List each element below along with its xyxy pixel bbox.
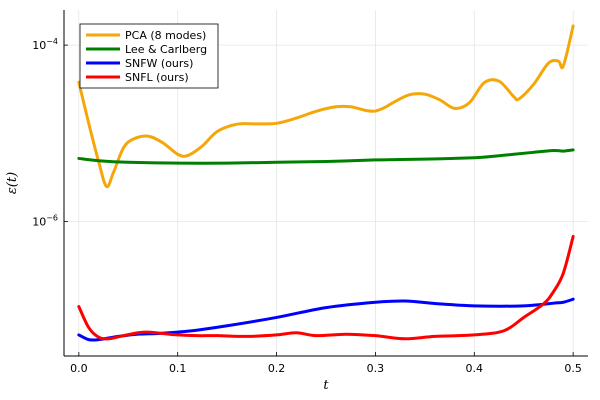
x-axis-label: t [323, 378, 329, 393]
series-lines [77, 24, 575, 342]
tick-labels: 0.0 0.1 0.2 0.3 0.4 0.5 10−6 10−4 [32, 37, 582, 375]
legend-label-lee-carlberg: Lee & Carlberg [125, 43, 207, 56]
x-tick-label: 0.2 [268, 362, 286, 375]
x-tick-label: 0.0 [70, 362, 88, 375]
y-tick-label: 10−6 [32, 214, 58, 229]
y-axis-label: ε(t) [5, 172, 20, 194]
axes [63, 10, 588, 357]
x-tick-label: 0.4 [466, 362, 484, 375]
x-tick-label: 0.3 [367, 362, 385, 375]
series-line-snfl-ours [77, 234, 575, 341]
x-tick-label: 0.5 [564, 362, 582, 375]
y-tick-label: 10−4 [32, 37, 58, 52]
legend-label-snfl-ours: SNFL (ours) [125, 71, 189, 84]
series-line-pca-8-modes [77, 24, 575, 189]
x-tick-label: 0.1 [169, 362, 187, 375]
legend-label-pca-8-modes: PCA (8 modes) [125, 29, 206, 42]
legend-label-snfw-ours: SNFW (ours) [125, 57, 193, 70]
series-line-lee-carlberg [77, 148, 575, 165]
